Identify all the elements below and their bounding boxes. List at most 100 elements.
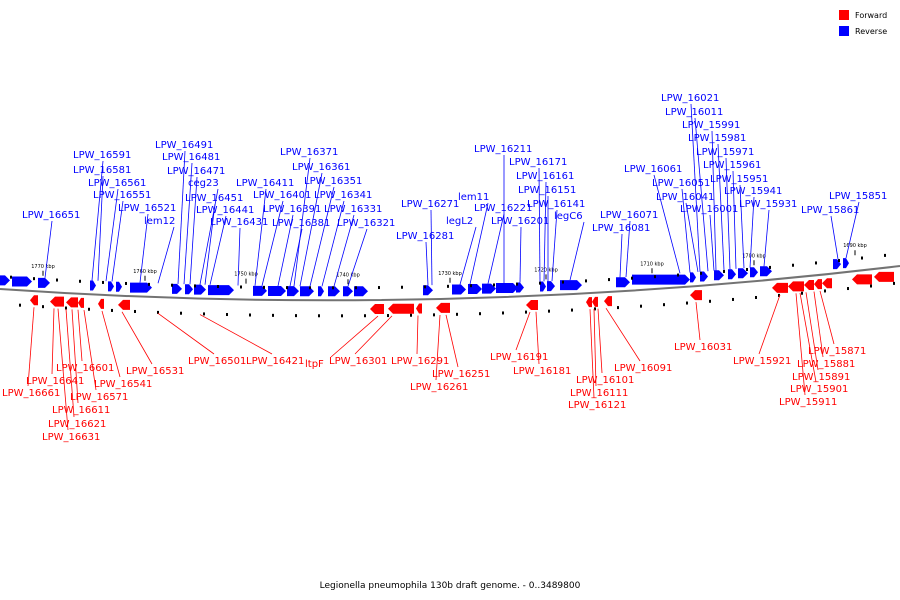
feature-mark: [571, 308, 573, 312]
feature-mark: [870, 284, 872, 288]
forward-leader-line: [799, 292, 817, 383]
reverse-leader-line: [459, 226, 477, 285]
feature-mark: [539, 281, 541, 285]
reverse-leader-line: [739, 184, 745, 269]
feature-mark: [111, 308, 113, 312]
reverse-gene-arrow: [38, 277, 50, 288]
forward-gene-arrow: [822, 278, 832, 289]
reverse-leader-line: [333, 214, 355, 287]
reverse-leader-line: [204, 203, 216, 285]
feature-mark: [594, 307, 596, 311]
reverse-gene-label: LPW_15971: [696, 147, 754, 158]
reverse-leader-line: [277, 214, 294, 287]
scale-ticks: 1770 kbp 1760 kbp 1750 kbp 1740 kbp 1730 kbp…: [31, 243, 867, 285]
reverse-gene-arrow: [268, 286, 286, 297]
reverse-leader-line: [725, 157, 731, 270]
forward-gene-arrow: [526, 299, 538, 310]
feature-mark: [226, 313, 228, 317]
forward-leader-line: [758, 294, 781, 355]
reverse-leader-line: [830, 215, 839, 260]
feature-mark: [493, 283, 495, 287]
feature-mark: [838, 259, 840, 263]
feature-mark: [125, 281, 127, 285]
forward-gene-label: LPW_16251: [432, 369, 490, 380]
reverse-gene-label: LPW_16521: [118, 203, 176, 214]
legend: Forward Reverse: [839, 10, 887, 36]
reverse-gene-label: LPW_15981: [688, 133, 746, 144]
reverse-gene-label: LPW_16151: [518, 185, 576, 196]
reverse-leader-line: [321, 200, 345, 287]
reverse-leader-line: [299, 172, 323, 287]
reverse-leader-line: [625, 220, 631, 278]
feature-mark: [456, 312, 458, 316]
reverse-leader-line: [487, 213, 505, 284]
reverse-gene-arrow: [690, 272, 696, 283]
forward-leader-line: [121, 311, 153, 365]
scale-tick-label: 1730 kbp: [438, 271, 462, 277]
reverse-leader-line: [209, 215, 227, 285]
reverse-leader-line: [157, 226, 175, 284]
feature-mark: [10, 275, 12, 279]
reverse-gene-arrow: [287, 286, 299, 297]
reverse-gene-label: LPW_15961: [703, 160, 761, 171]
feature-mark: [746, 267, 748, 271]
forward-leader-line: [77, 309, 83, 362]
reverse-gene-label: LPW_16201: [491, 216, 549, 227]
feature-mark: [778, 293, 780, 297]
forward-gene-arrow: [50, 296, 64, 307]
reverse-gene-arrow: [90, 280, 96, 291]
feature-mark: [424, 285, 426, 289]
reverse-gene-label: LPW_15851: [829, 191, 887, 202]
feature-mark: [654, 275, 656, 279]
reverse-gene-arrow: [194, 284, 206, 295]
reverse-leader-line: [347, 228, 368, 287]
reverse-gene-label: LPW_16561: [88, 178, 146, 189]
feature-mark: [516, 282, 518, 286]
feature-mark: [341, 314, 343, 318]
scale-tick-label: 1740 kbp: [336, 272, 360, 278]
forward-leader-line: [445, 314, 459, 368]
reverse-leader-line: [749, 196, 755, 268]
forward-gene-label: LPW_16601: [56, 363, 114, 374]
reverse-gene-label: LPW_16581: [73, 165, 131, 176]
forward-leader-line: [695, 302, 701, 341]
forward-leader-line: [593, 308, 597, 387]
reverse-leader-line: [105, 188, 119, 282]
reverse-leader-line: [732, 170, 737, 269]
feature-mark: [700, 271, 702, 275]
reverse-leader-line: [653, 174, 681, 274]
legend-reverse-label: Reverse: [855, 27, 887, 36]
forward-gene-label: LPW_16111: [570, 388, 628, 399]
scale-tick-label: 1700 kbp: [742, 253, 766, 259]
feature-mark: [272, 313, 274, 317]
reverse-leader-line: [430, 209, 433, 286]
forward-leader-line: [71, 309, 79, 404]
reverse-gene-label: LPW_16371: [280, 147, 338, 158]
forward-gene-label: LPW_16091: [614, 363, 672, 374]
reverse-leader-line: [709, 214, 715, 271]
reverse-gene-label: ceg23: [188, 178, 219, 189]
reverse-gene-arrow: [130, 282, 152, 293]
forward-gene-arrow: [804, 280, 814, 291]
scale-tick-label: 1760 kbp: [133, 269, 157, 275]
reverse-gene-arrow: [172, 283, 182, 294]
feature-mark: [134, 309, 136, 313]
genome-caption: Legionella pneumophila 130b draft genome…: [320, 581, 581, 591]
reverse-gene-label: LPW_16411: [236, 178, 294, 189]
reverse-gene-label: LPW_16041: [656, 192, 714, 203]
reverse-gene-label: LPW_16001: [680, 204, 738, 215]
reverse-gene-label: LPW_15931: [739, 199, 797, 210]
reverse-gene-arrow: [540, 281, 546, 292]
reverse-gene-label: LPW_16071: [600, 210, 658, 221]
reverse-gene-label: lem12: [144, 216, 175, 227]
reverse-gene-label: LPW_16271: [401, 199, 459, 210]
scale-tick-label: 1690 kbp: [843, 243, 867, 249]
genome-backbone: [0, 265, 900, 302]
reverse-leader-line: [254, 188, 267, 286]
feature-mark: [378, 286, 380, 290]
reverse-gene-label: LPW_16651: [22, 210, 80, 221]
forward-leader-line: [795, 293, 806, 396]
reverse-gene-arrow: [482, 283, 496, 294]
feature-mark: [401, 285, 403, 289]
